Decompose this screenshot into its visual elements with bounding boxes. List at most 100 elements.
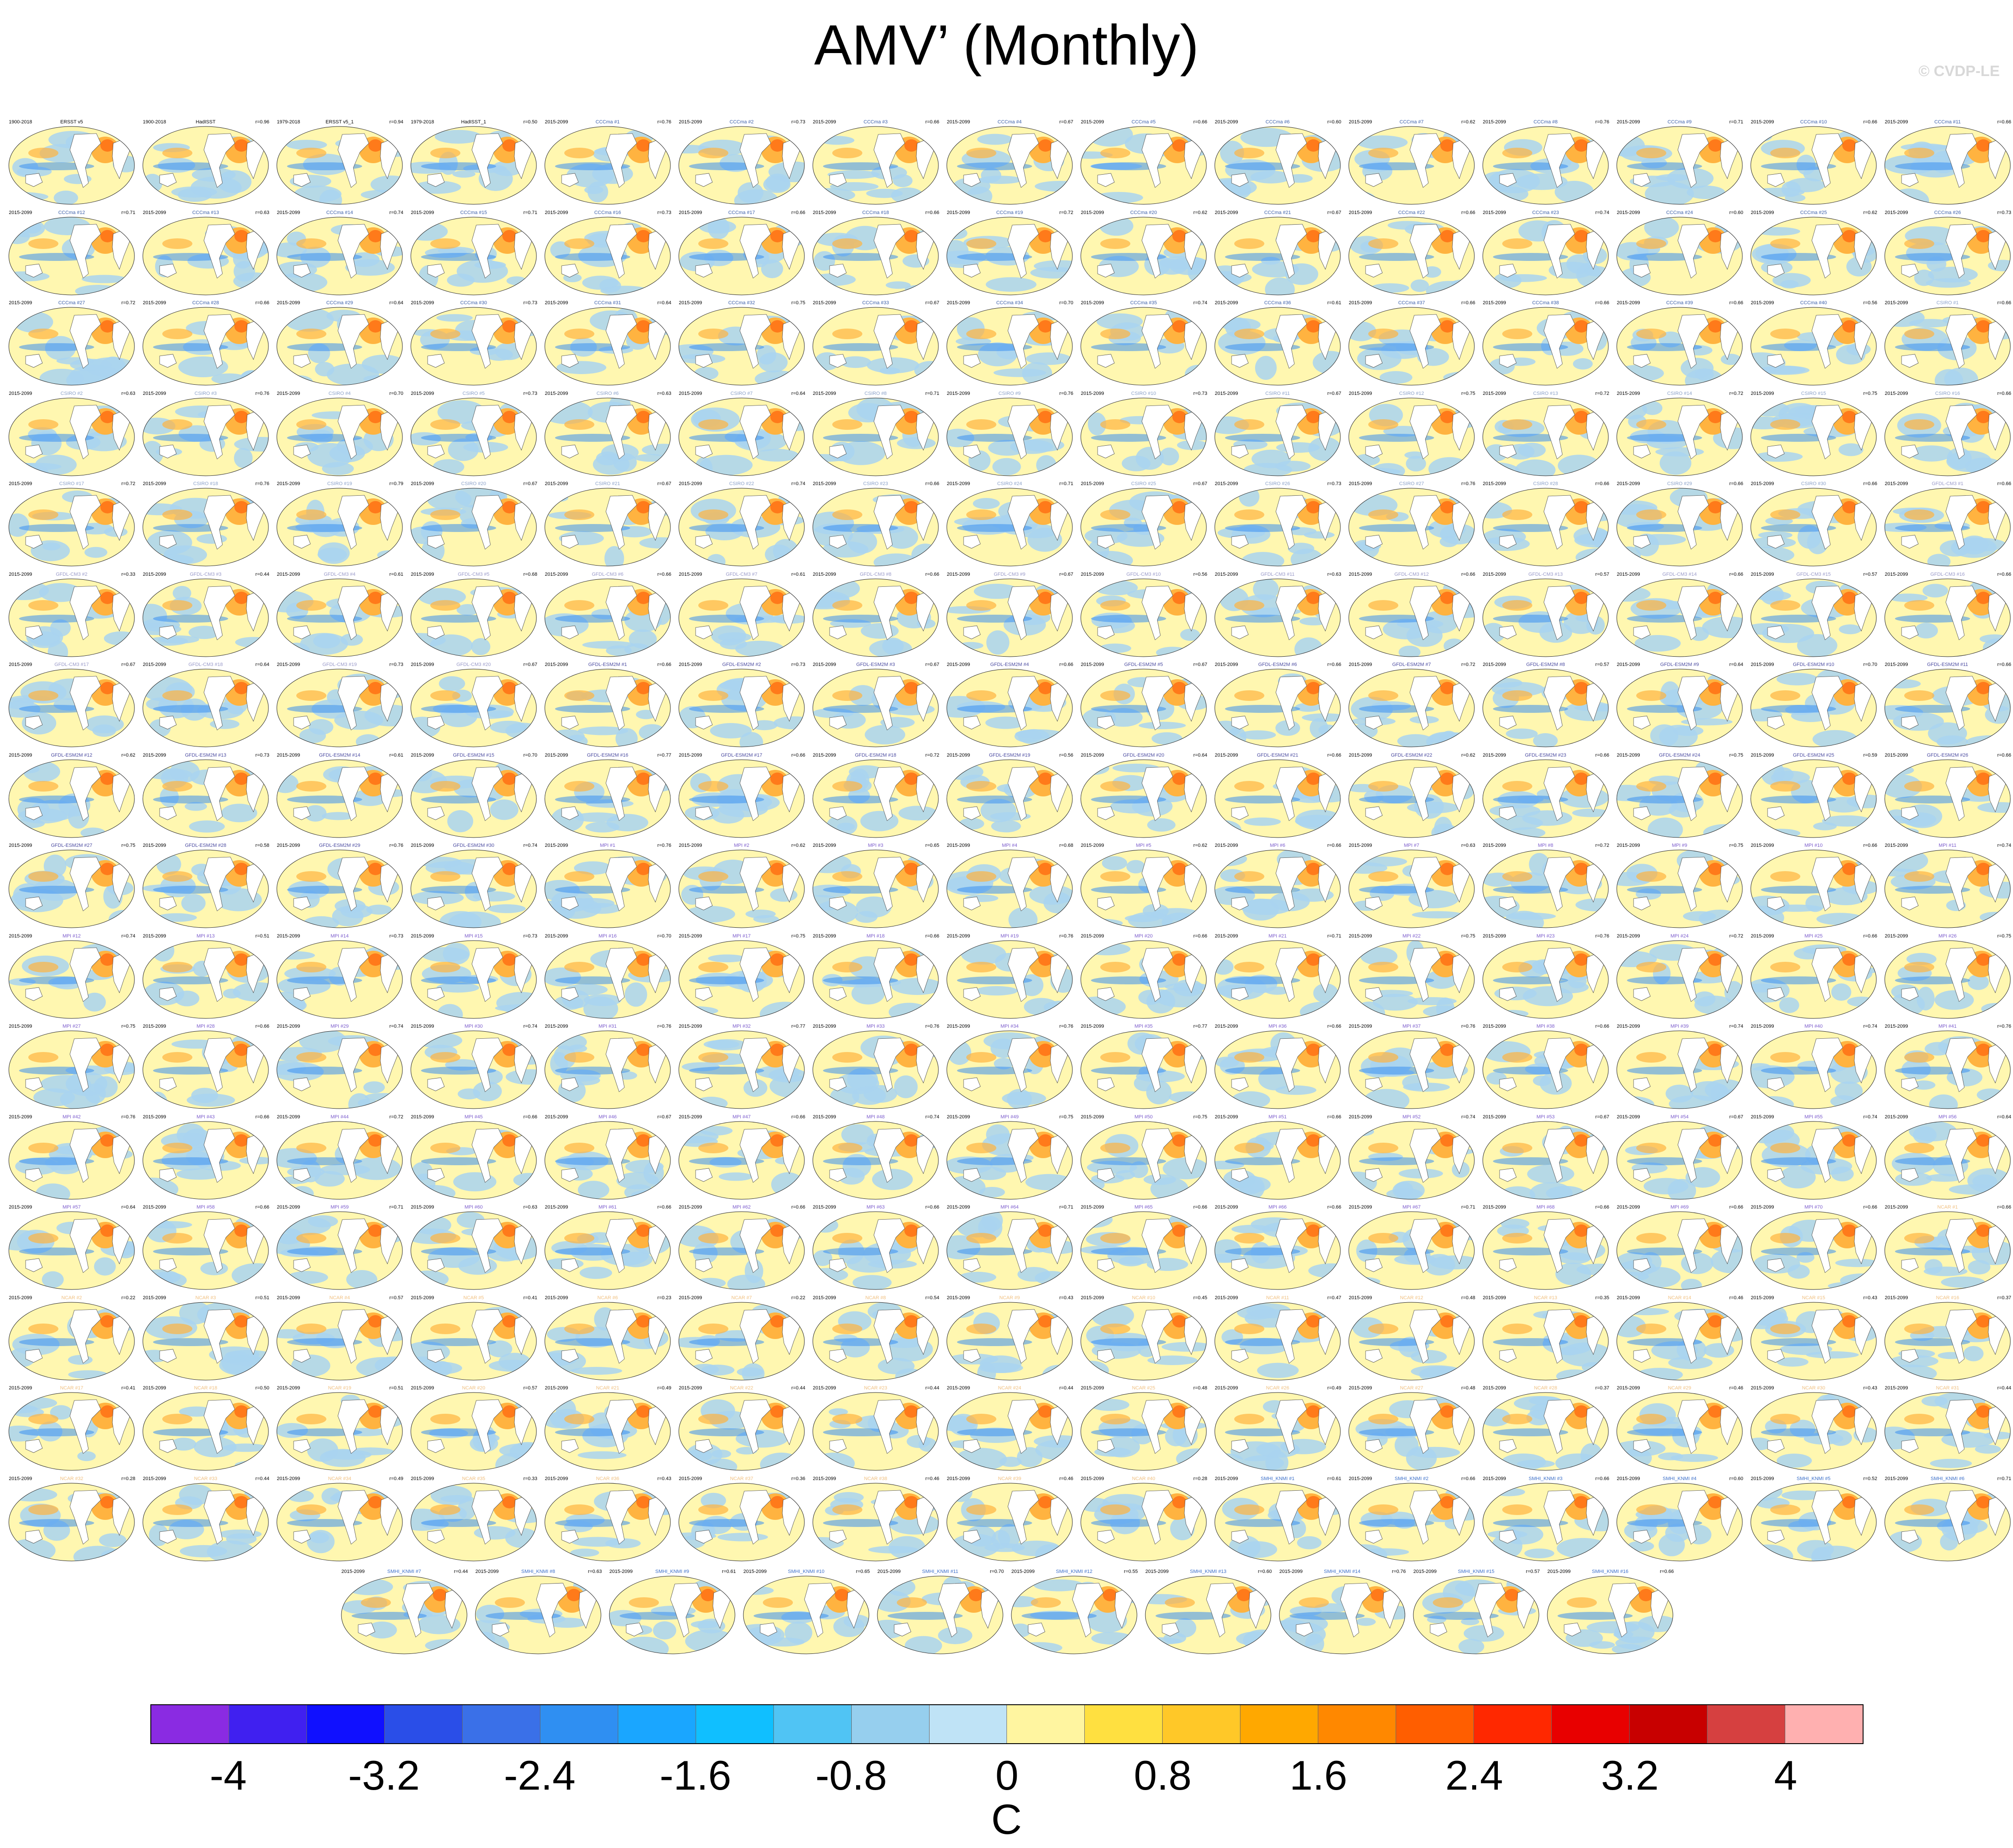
panel-pattern-correlation: r=0.44 [791,1385,806,1391]
panel-pattern-correlation: r=0.72 [121,481,136,486]
sst-regression-map [812,1392,939,1471]
panel-member-label: MPI #25 [1804,933,1823,939]
panel-member-label: NCAR #15 [1802,1295,1825,1301]
map-panel: 2015-2099 NCAR #10 r=0.45 [1078,1295,1209,1386]
sst-regression-map [1145,1576,1271,1654]
panel-period-label: 2015-2099 [411,662,434,667]
sst-regression-map [1214,759,1341,838]
map-panel: 2015-2099 MPI #26 r=0.75 [1882,934,2013,1024]
panel-period-label: 2015-2099 [679,119,702,125]
map-panel: 2015-2099 GFDL-CM3 #1 r=0.66 [1882,481,2013,572]
sst-regression-map [1348,126,1475,205]
panel-pattern-correlation: r=0.55 [1124,1569,1138,1574]
panel-pattern-correlation: r=0.66 [1461,1476,1476,1481]
map-panel: 2015-2099 NCAR #8 r=0.54 [810,1295,941,1386]
panel-member-label: CCCma #10 [1800,119,1827,125]
panel-period-label: 2015-2099 [1483,481,1506,486]
sst-regression-map [812,126,939,205]
panel-member-label: GFDL-ESM2M #26 [1927,752,1968,758]
panel-period-label: 2015-2099 [679,481,702,486]
panel-pattern-correlation: r=0.73 [791,119,806,125]
sst-regression-map [678,126,805,205]
panel-member-label: NCAR #1 [1937,1205,1958,1210]
panel-period-label: 2015-2099 [411,481,434,486]
map-panel: 2015-2099 CCCma #2 r=0.73 [676,119,807,210]
sst-regression-map [946,398,1073,476]
panel-member-label: CCCma #30 [460,300,487,306]
panel-period-label: 2015-2099 [1885,662,1908,667]
panel-member-label: CSIRO #18 [193,481,218,486]
panel-grid: 1900-2018 ERSST v5 1900-2018 HadISST r=0.96 1… [8,119,2013,1660]
map-panel: 2015-2099 GFDL-ESM2M #6 r=0.66 [1212,662,1343,753]
sst-regression-map [8,217,135,295]
colorbar-swatch [1474,1705,1552,1743]
panel-member-label: MPI #19 [1000,933,1019,939]
panel-member-label: CSIRO #27 [1399,481,1424,486]
sst-regression-map [1348,217,1475,295]
panel-period-label: 2015-2099 [1483,933,1506,939]
sst-regression-map [1750,398,1877,476]
panel-period-label: 2015-2099 [143,1205,166,1210]
panel-member-label: NCAR #19 [328,1385,352,1391]
panel-pattern-correlation: r=0.66 [1997,300,2012,306]
panel-period-label: 2015-2099 [1885,1385,1908,1391]
panel-pattern-correlation: r=0.23 [657,1295,672,1301]
panel-period-label: 2015-2099 [947,1476,970,1481]
sst-regression-map [1080,307,1207,386]
panel-pattern-correlation: r=0.66 [657,1205,672,1210]
sst-regression-map [678,669,805,747]
map-panel: 2015-2099 MPI #30 r=0.74 [408,1024,539,1114]
sst-regression-map [276,578,403,657]
panel-period-label: 2015-2099 [475,1569,499,1574]
panel-pattern-correlation: r=0.35 [1595,1295,1610,1301]
panel-period-label: 2015-2099 [143,843,166,848]
sst-regression-map [1616,398,1743,476]
sst-regression-map [1750,940,1877,1018]
map-panel: 2015-2099 NCAR #37 r=0.36 [676,1476,807,1567]
panel-period-label: 2015-2099 [1483,390,1506,396]
map-panel: 2015-2099 MPI #47 r=0.66 [676,1114,807,1205]
map-panel: 2015-2099 GFDL-CM3 #16 r=0.66 [1882,572,2013,662]
map-panel: 2015-2099 GFDL-CM3 #10 r=0.56 [1078,572,1209,662]
panel-member-label: MPI #65 [1134,1205,1153,1210]
map-panel: 2015-2099 GFDL-ESM2M #15 r=0.70 [408,753,539,843]
map-panel: 2015-2099 MPI #51 r=0.66 [1212,1114,1343,1205]
sst-regression-map [1884,1302,2011,1380]
sst-regression-map [142,1483,269,1561]
map-panel: 2015-2099 MPI #59 r=0.71 [274,1205,405,1295]
panel-period-label: 2015-2099 [1349,210,1372,215]
panel-member-label: NCAR #25 [1132,1385,1156,1391]
map-panel: 2015-2099 MPI #23 r=0.76 [1480,934,1611,1024]
sst-regression-map [1214,1302,1341,1380]
panel-period-label: 1979-2018 [411,119,434,125]
panel-pattern-correlation: r=0.28 [121,1476,136,1481]
sst-regression-map [1750,578,1877,657]
map-panel: 2015-2099 MPI #11 r=0.74 [1882,843,2013,934]
panel-period-label: 2015-2099 [277,1114,300,1120]
panel-member-label: GFDL-CM3 #10 [1126,571,1161,577]
panel-pattern-correlation: r=0.74 [1461,1114,1476,1120]
map-panel: 2015-2099 NCAR #31 r=0.44 [1882,1385,2013,1476]
panel-period-label: 2015-2099 [1483,1385,1506,1391]
colorbar-tick-label: 2.4 [1445,1752,1503,1798]
panel-period-label: 2015-2099 [277,752,300,758]
panel-member-label: SMHI_KNMI #12 [1056,1569,1093,1574]
colorbar-swatch [1085,1705,1163,1743]
panel-member-label: CSIRO #30 [1801,481,1826,486]
sst-regression-map [678,1483,805,1561]
panel-pattern-correlation: r=0.75 [1729,843,1744,848]
panel-period-label: 2015-2099 [1349,119,1372,125]
map-panel: 2015-2099 SMHI_KNMI #10 r=0.65 [741,1569,872,1660]
panel-period-label: 2015-2099 [411,390,434,396]
panel-pattern-correlation: r=0.61 [722,1569,736,1574]
sst-regression-map [8,398,135,476]
sst-regression-map [1482,398,1609,476]
panel-pattern-correlation: r=0.66 [1863,843,1878,848]
panel-member-label: NCAR #22 [730,1385,754,1391]
sst-regression-map [8,669,135,747]
panel-member-label: GFDL-ESM2M #8 [1526,662,1565,667]
map-panel: 2015-2099 NCAR #33 r=0.44 [140,1476,271,1567]
map-panel: 2015-2099 NCAR #4 r=0.57 [274,1295,405,1386]
panel-pattern-correlation: r=0.37 [1595,1385,1610,1391]
map-panel: 2015-2099 CSIRO #12 r=0.75 [1346,391,1477,482]
